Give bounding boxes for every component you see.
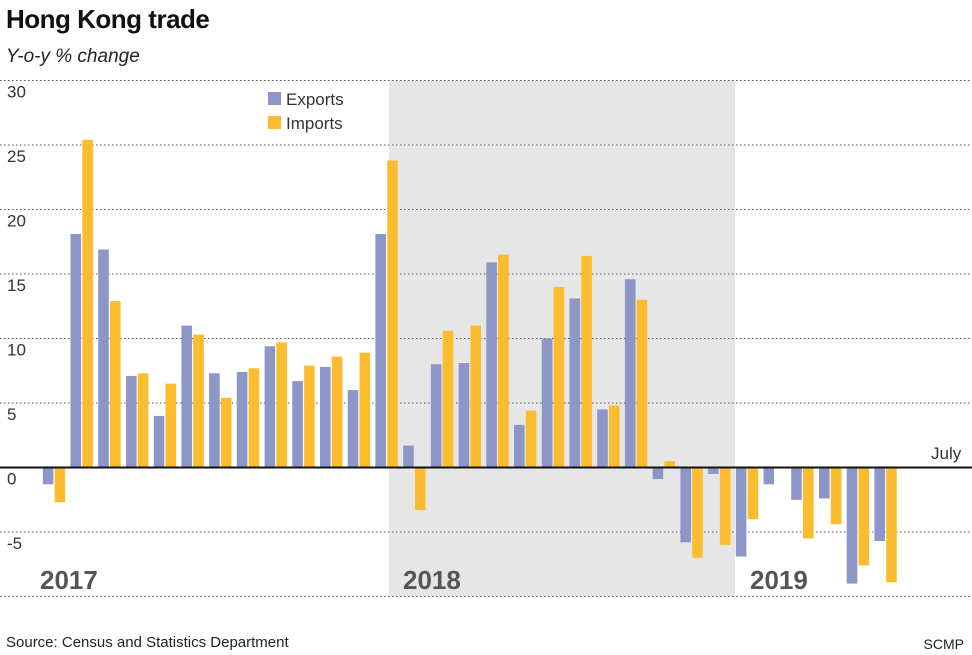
exports-bar [430,364,442,468]
imports-bar [553,286,565,468]
bar-chart: 30 25 20 15 10 5 0 -5 Exports Imports 2017 2018 2019… [0,80,972,597]
exports-bar [569,298,581,468]
imports-bar [304,365,315,468]
exports-bar [486,262,497,468]
exports-bar [70,234,82,468]
imports-bar [387,160,398,468]
imports-bar [886,467,897,583]
exports-bar [624,279,636,468]
imports-bar [442,330,454,468]
imports-bar [248,368,260,468]
imports-bar [609,405,620,468]
imports-bar [830,467,842,525]
imports-bar [137,373,149,468]
imports-bar [858,467,870,566]
exports-bar [42,467,54,485]
imports-bar [803,467,814,539]
imports-bar [54,467,66,503]
exports-bar [791,467,802,500]
y-tick-label: 15 [7,276,26,295]
exports-bar [458,363,470,468]
exports-bar [735,467,747,557]
imports-bar [359,352,371,468]
legend-swatch [268,92,281,105]
exports-bar [292,381,303,468]
imports-bar [664,461,675,468]
imports-bar [110,301,121,468]
imports-bar [525,410,537,468]
exports-bar [763,467,775,485]
exports-bar [708,467,719,474]
imports-bar [470,325,481,468]
exports-bar [652,467,664,480]
exports-bar [819,467,830,499]
imports-bar [636,299,648,468]
exports-bar [403,445,414,468]
imports-bar [165,383,177,468]
y-tick-label: 10 [7,341,26,360]
exports-bar [846,467,858,584]
credit-note: SCMP [923,636,964,652]
year-label: 2019 [750,565,808,595]
exports-bar [597,409,608,468]
y-tick-label: 0 [7,470,16,489]
imports-bar [276,342,287,468]
imports-bar [692,467,703,558]
y-tick-label: -5 [7,534,22,553]
chart-subtitle: Y-o-y % change [6,46,140,67]
exports-bar [874,467,885,541]
imports-bar [193,334,204,468]
annotation-label: July [931,444,962,463]
exports-bar [98,249,109,468]
y-tick-label: 20 [7,212,26,231]
legend-label: Imports [286,114,343,133]
exports-bar [153,415,165,468]
exports-bar [514,424,525,468]
imports-bar [82,139,93,468]
imports-bar [331,356,343,468]
imports-bar [581,255,592,468]
year-label: 2017 [40,565,98,595]
imports-bar [498,254,509,468]
exports-bar [375,234,386,468]
chart-title: Hong Kong trade [6,4,210,34]
exports-bar [541,338,553,468]
exports-bar [209,373,220,468]
imports-bar [747,467,759,520]
y-tick-label: 30 [7,83,26,102]
source-note: Source: Census and Statistics Department [6,634,289,651]
legend-swatch [268,116,281,129]
imports-bar [719,467,731,545]
imports-bar [415,467,426,511]
exports-bar [236,372,248,468]
exports-bar [347,390,359,468]
y-tick-label: 5 [7,405,16,424]
year-label: 2018 [403,565,461,595]
y-tick-label: 25 [7,147,26,166]
legend-label: Exports [286,90,344,109]
exports-bar [680,467,691,543]
exports-bar [126,375,137,468]
exports-bar [264,346,276,468]
exports-bar [320,366,331,468]
exports-bar [181,325,192,468]
imports-bar [220,397,232,468]
